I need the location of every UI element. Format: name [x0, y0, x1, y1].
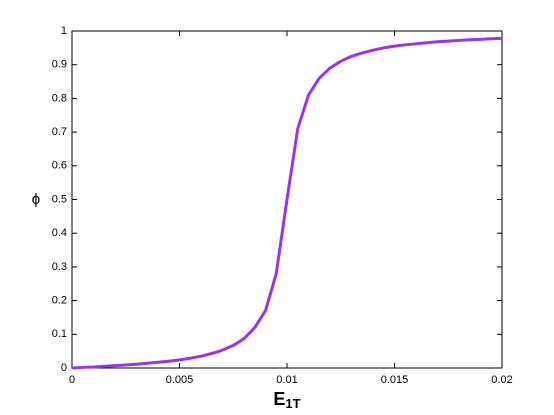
y-tick-label: 0.3	[52, 261, 67, 273]
y-tick-label: 0.1	[52, 328, 67, 340]
data-line	[71, 36, 503, 370]
x-tick-label: 0.01	[276, 374, 297, 386]
y-tick-label: 0.8	[52, 92, 67, 104]
y-tick-label: 0.7	[52, 126, 67, 138]
y-tick-label: 0.2	[52, 295, 67, 307]
x-tick-label: 0.015	[381, 374, 409, 386]
y-tick-label: 0.9	[52, 59, 67, 71]
y-tick-label: 0	[61, 362, 67, 374]
y-axis-label: ϕ	[32, 191, 40, 208]
x-tick-label: 0.005	[166, 374, 194, 386]
x-label-subscript: 1T	[285, 396, 300, 411]
y-tick-label: 1	[61, 25, 67, 37]
x-tick-label: 0.02	[491, 374, 512, 386]
x-axis-label: E1T	[273, 389, 300, 412]
x-tick-label: 0	[69, 374, 75, 386]
y-tick-label: 0.6	[52, 160, 67, 172]
y-tick-label: 0.5	[52, 193, 67, 205]
y-tick-label: 0.4	[52, 227, 67, 239]
x-label-main: E	[273, 389, 285, 409]
